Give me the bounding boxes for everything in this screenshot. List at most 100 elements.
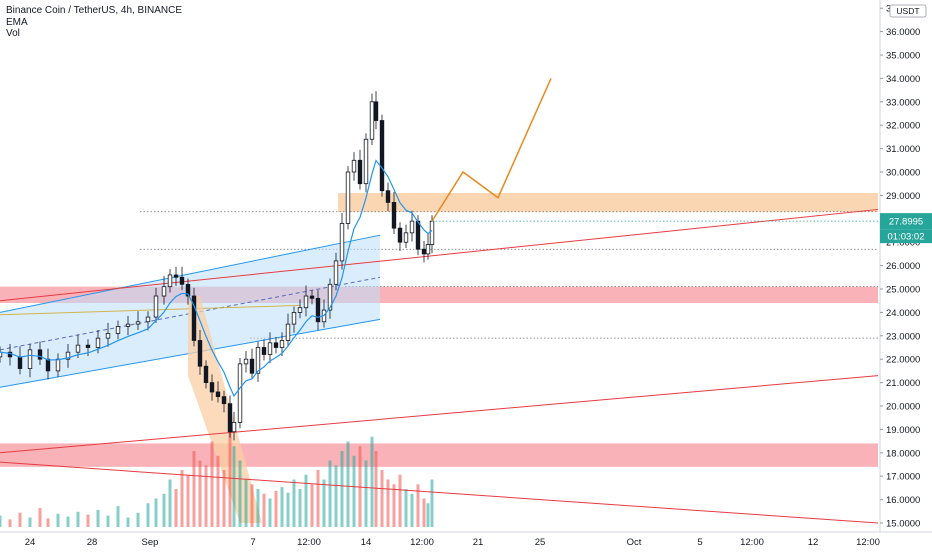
ema-line [0, 159, 433, 398]
chart-legend: Binance Coin / TetherUS, 4h, BINANCE EMA… [6, 5, 182, 40]
volume-bar [238, 460, 242, 527]
volume-bar [334, 465, 338, 527]
candle-body [17, 356, 23, 369]
price-tick-label: 21.0000 [886, 378, 920, 389]
price-tick-label: 31.0000 [886, 144, 920, 155]
volume-bar [232, 446, 236, 527]
volume-bar [244, 479, 248, 527]
volume-bar [66, 516, 70, 527]
volume-bar [262, 493, 266, 527]
legend-title: Binance Coin / TetherUS, 4h, BINANCE [6, 5, 183, 16]
volume-bar [410, 493, 414, 527]
time-tick-label: Oct [627, 537, 642, 548]
time-tick-label: 25 [535, 537, 546, 548]
candle [345, 166, 351, 230]
time-tick-label: 14 [361, 537, 372, 548]
volume-bar [328, 460, 332, 527]
volume-bar [352, 455, 356, 527]
volume-bar [392, 484, 396, 527]
volume-bar [310, 484, 314, 527]
volume-bar [136, 512, 140, 527]
price-tick-label: 17.0000 [886, 472, 920, 483]
volume-bar [46, 518, 50, 527]
candle [27, 343, 33, 378]
volume-bar [426, 503, 430, 527]
candle-body [429, 220, 435, 245]
time-tick-label: 5 [697, 537, 702, 548]
price-tick-label: 18.0000 [886, 448, 920, 459]
candle [397, 222, 403, 251]
volume-bar [162, 493, 166, 527]
candle [261, 339, 267, 361]
volume-bar [96, 509, 100, 527]
time-tick-label: 28 [87, 537, 98, 548]
candle-body [373, 101, 379, 121]
volume-bar [0, 515, 2, 527]
trendline-middle [0, 375, 879, 454]
candle-body [65, 351, 71, 360]
candle-body [267, 342, 273, 355]
volume-bar [398, 474, 402, 527]
price-tick-label: 34.0000 [886, 74, 920, 85]
supply-zone [338, 193, 878, 212]
candle [237, 358, 243, 429]
candle [203, 360, 209, 389]
volume-bar [316, 470, 320, 527]
candle-body [261, 347, 267, 355]
candle [425, 234, 431, 260]
volume-bar [416, 484, 420, 527]
volume-bar [106, 515, 110, 527]
volume-bar [28, 517, 32, 527]
candle [333, 252, 339, 291]
volume-bar [116, 506, 120, 527]
candle [231, 411, 237, 441]
candle [135, 311, 141, 330]
candle [65, 343, 71, 368]
time-tick-label: 12:00 [856, 537, 880, 548]
candle-body [345, 171, 351, 224]
volume-bar [380, 470, 384, 527]
candle-body [369, 101, 375, 140]
volume-bar [146, 503, 150, 527]
candle [403, 224, 409, 249]
time-tick-label: 7 [250, 537, 255, 548]
candle-body [379, 120, 385, 192]
volume-bar [210, 441, 214, 527]
last-price-badge [880, 213, 932, 230]
candle [379, 114, 385, 197]
candle-body [215, 391, 221, 398]
volume-bar [168, 479, 172, 527]
candle-body [209, 382, 215, 393]
candle-body [385, 190, 391, 203]
volume-bar [364, 460, 368, 527]
price-tick-label: 35.0000 [886, 51, 920, 62]
candle [373, 91, 379, 130]
candle-body [135, 321, 141, 325]
time-tick-label: 24 [25, 537, 36, 548]
candle [105, 322, 111, 347]
candle [303, 285, 309, 317]
candle [309, 290, 315, 305]
candle-body [291, 311, 297, 325]
candle-body [161, 286, 167, 297]
candle-body [309, 295, 315, 299]
trendline-upper [0, 208, 879, 302]
volume-bar [292, 479, 296, 527]
candle [221, 390, 227, 413]
price-tick-label: 19.0000 [886, 425, 920, 436]
candle [285, 313, 291, 347]
candle [167, 269, 173, 293]
price-tick-label: 22.0000 [886, 355, 920, 366]
candle-body [105, 333, 111, 339]
time-tick-label: 12 [808, 537, 819, 548]
candle-body [55, 358, 61, 372]
candle [37, 341, 43, 366]
candle-body [363, 138, 369, 185]
volume-bar [268, 498, 272, 527]
candle-body [125, 323, 131, 327]
legend-vol: Vol [6, 28, 20, 39]
volume-bar [256, 489, 260, 527]
price-tick-label: 16.0000 [886, 495, 920, 506]
